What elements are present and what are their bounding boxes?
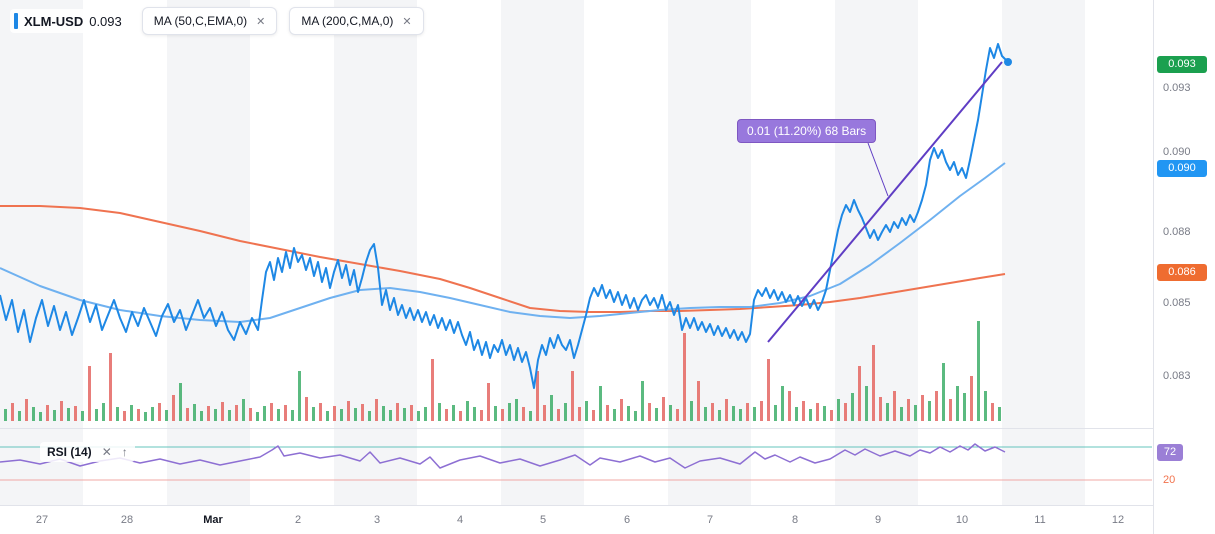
rsi-label: RSI (14) [47,445,92,459]
price-axis-label: 0.083 [1163,370,1191,382]
time-axis-tick: 5 [539,514,547,526]
rsi-legend: RSI (14) ✕ ↑ [40,442,135,462]
symbol-legend[interactable]: XLM-USD 0.093 [10,9,130,33]
price-badge: 0.093 [1157,56,1207,73]
price-axis[interactable]: 0.093 0.090 0.088 0.085 0.083 0.093 0.090 0.086… [1153,0,1215,534]
main-legend: XLM-USD 0.093 MA (50,C,EMA,0) ✕ MA (200,… [10,7,424,35]
time-axis-tick: 12 [1111,514,1125,526]
time-axis-tick: 28 [120,514,134,526]
time-axis-tick: 3 [373,514,381,526]
symbol-name: XLM-USD [24,13,84,29]
series-color-marker [14,13,18,29]
price-badge: 0.086 [1157,264,1207,281]
time-axis[interactable]: 27 28 Mar 2 3 4 5 6 7 8 9 10 11 12 [0,506,1152,534]
time-axis-tick: 7 [706,514,714,526]
trend-label[interactable]: 0.01 (11.20%) 68 Bars [737,119,877,143]
price-badge: 0.090 [1157,160,1207,177]
price-axis-label: 0.088 [1163,226,1191,238]
time-axis-tick: 2 [294,514,302,526]
price-axis-label: 0.093 [1163,82,1191,94]
time-axis-tick: 6 [623,514,631,526]
time-axis-tick: 9 [874,514,882,526]
price-axis-label: 0.090 [1163,146,1191,158]
axis-divider [0,505,1215,506]
symbol-price: 0.093 [89,13,122,29]
indicator-label: MA (200,C,MA,0) [301,14,394,28]
chart-background-stripes [0,0,1152,505]
close-icon[interactable]: ✕ [101,445,112,459]
time-axis-tick: 4 [456,514,464,526]
time-axis-tick: 11 [1034,514,1046,526]
rsi-band-label: 20 [1163,474,1176,486]
time-axis-tick: 10 [955,514,969,526]
rsi-value-badge: 72 [1157,444,1183,461]
indicator-chip-ma200[interactable]: MA (200,C,MA,0) ✕ [289,7,424,35]
close-icon[interactable]: ✕ [402,15,412,28]
indicator-label: MA (50,C,EMA,0) [153,14,248,28]
price-axis-label: 0.085 [1163,297,1191,309]
time-axis-tick: 8 [791,514,799,526]
arrow-up-icon[interactable]: ↑ [121,445,128,459]
time-axis-tick: Mar [203,514,223,526]
indicator-chip-ma50[interactable]: MA (50,C,EMA,0) ✕ [141,7,278,35]
pane-divider[interactable] [0,428,1215,429]
close-icon[interactable]: ✕ [256,15,266,28]
time-axis-tick: 27 [35,514,49,526]
